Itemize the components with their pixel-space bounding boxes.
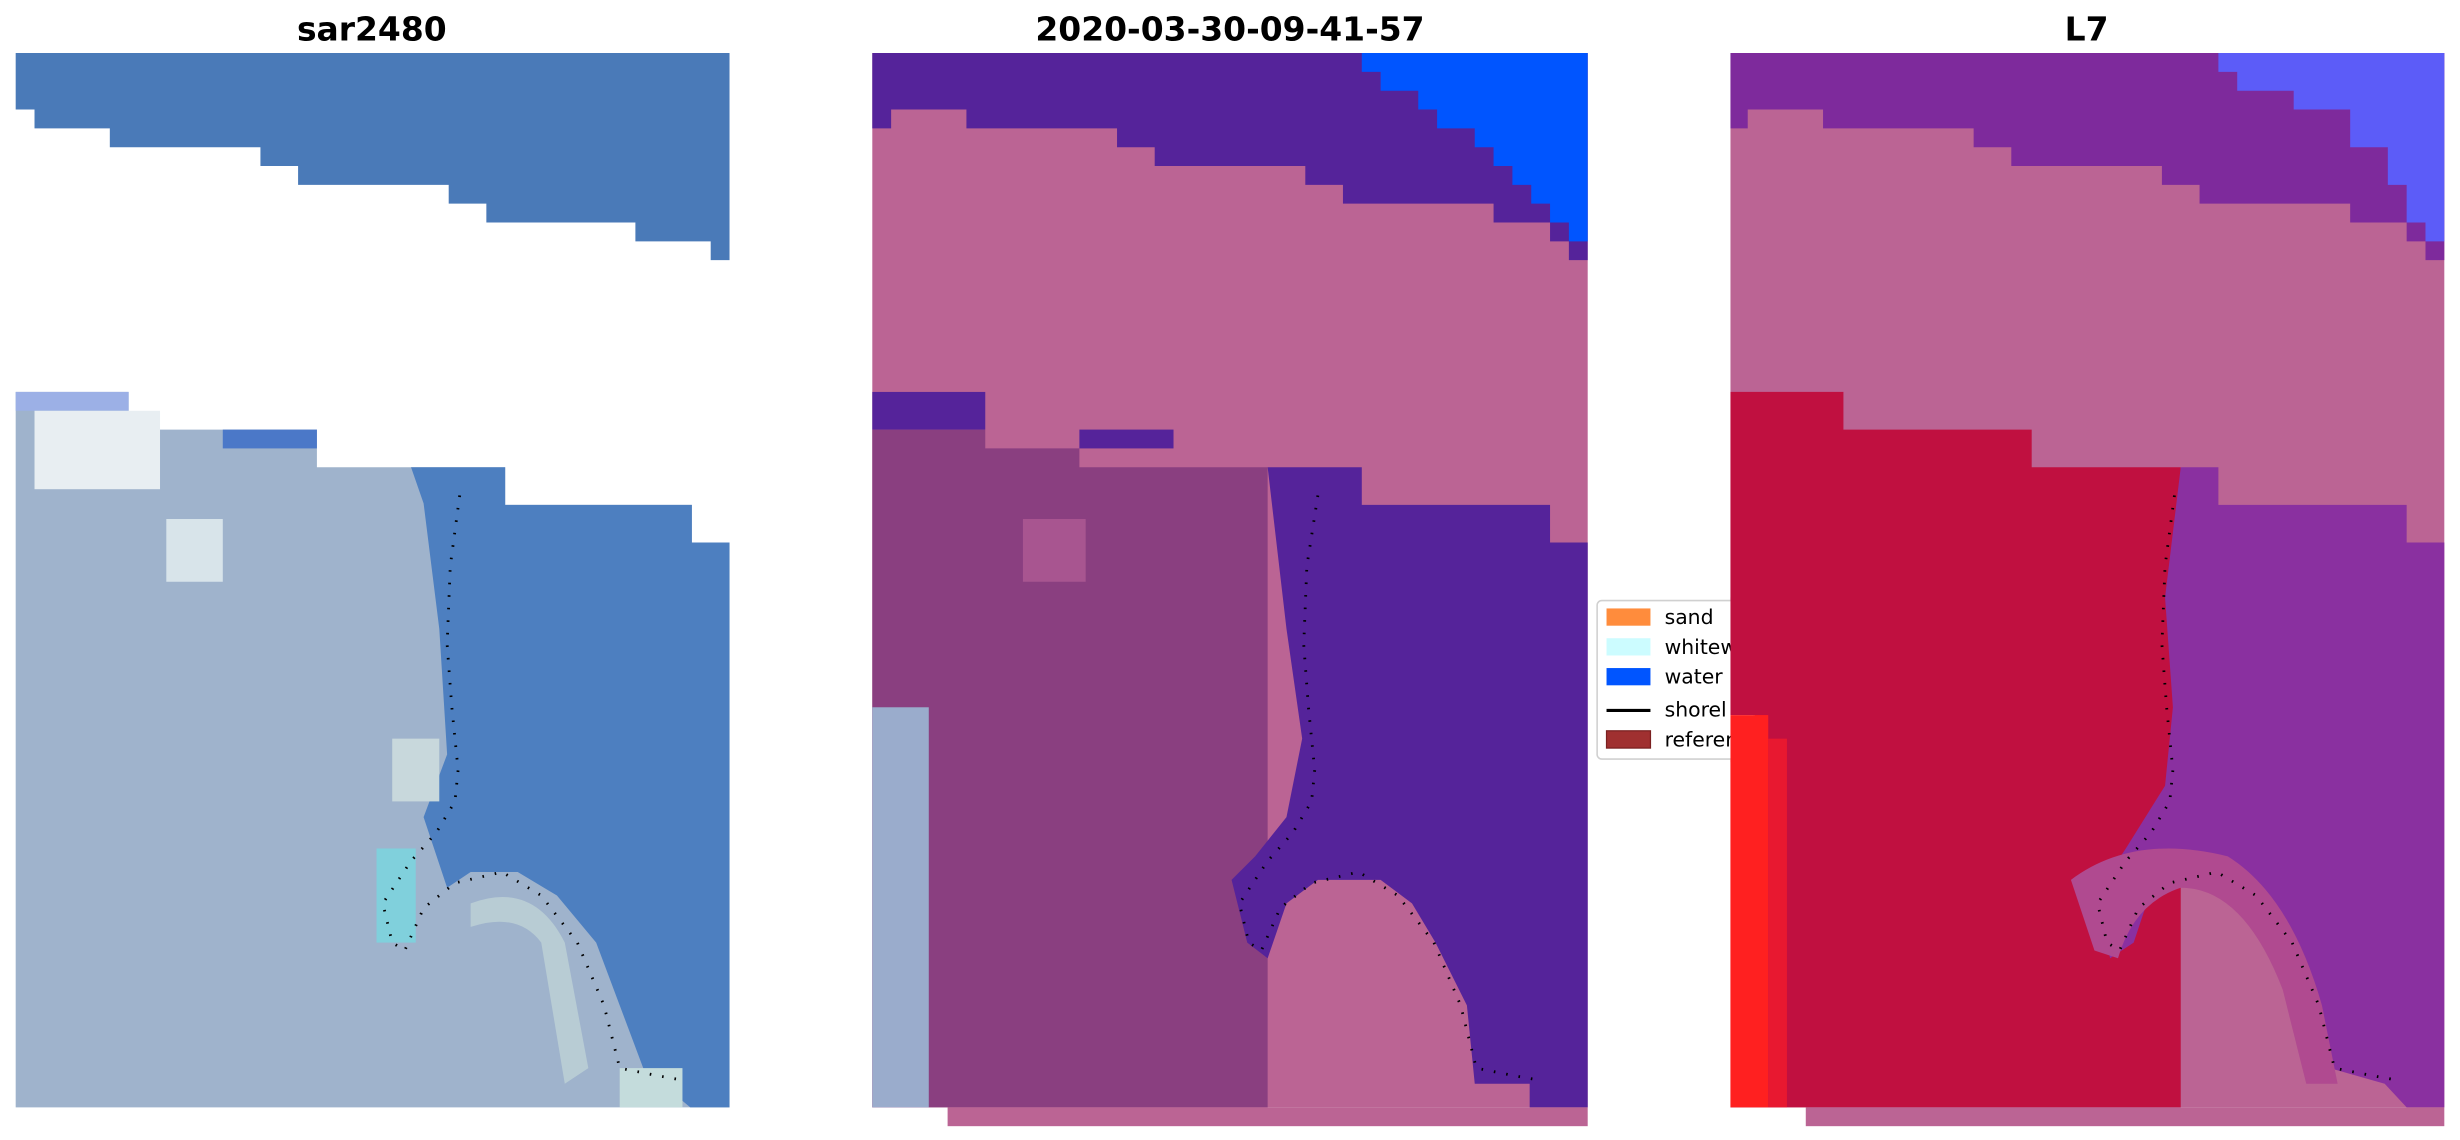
bottom-strip (947, 1107, 1588, 1127)
bottom-strip (1805, 1107, 2445, 1127)
bright-red-strip (1768, 738, 1787, 1108)
water-corner (1361, 53, 1588, 242)
legend-label: water (1665, 665, 1724, 689)
dark-purple-top (872, 53, 1588, 261)
pink-halo (2070, 848, 2338, 1084)
mixed-land-region (872, 429, 1268, 1108)
whitewater-swatch (1606, 638, 1651, 656)
legend-label: sand (1665, 605, 1714, 629)
purple-sea (2094, 467, 2445, 1108)
sar-bright-patch (166, 519, 223, 582)
legend-overlap-mask (1730, 715, 1769, 763)
legend-item-whitewater: whitew (1606, 635, 1737, 659)
blue-corner (2218, 53, 2445, 242)
sar-bright-patch (15, 391, 129, 411)
legend-label: referer (1665, 727, 1735, 751)
legend-item-water: water (1606, 665, 1724, 689)
water-swatch (1606, 668, 1651, 686)
sand-swatch (1606, 608, 1651, 626)
panel-l7: L7 (1730, 10, 2445, 1127)
legend-item-shoreline: shorel (1606, 698, 1727, 722)
panel-classification: 2020-03-30-09-41-57 (872, 10, 1588, 1127)
legend-label: whitew (1665, 635, 1737, 659)
panel-sar2480: sar2480 (15, 10, 730, 1108)
legend-item-sand: sand (1606, 605, 1714, 629)
sar-bright-patch (222, 429, 317, 449)
sar-bright-patch (392, 738, 440, 802)
dark-purple-sea (1231, 467, 1588, 1108)
legend-overlap-mask (1730, 597, 1769, 716)
purple-top (1730, 53, 2445, 261)
panel-title: 2020-03-30-09-41-57 (1035, 10, 1424, 49)
pink-patch (1022, 519, 1086, 582)
sar-bright-patch (34, 410, 161, 490)
sar-bright-patch (470, 896, 589, 1084)
sar-water-region (411, 467, 730, 1108)
reference-swatch (1605, 730, 1652, 749)
legend: sand whitew water shorel referer (1596, 599, 1755, 760)
panel-title: L7 (2065, 10, 2109, 49)
bright-red-strip (1730, 715, 1769, 1108)
dark-purple-patch (1079, 429, 1174, 449)
red-land-region (1730, 391, 2181, 1108)
light-patch (872, 707, 929, 1108)
dark-purple-patch (872, 391, 986, 430)
legend-label: shorel (1665, 698, 1727, 722)
legend-item-reference: referer (1605, 727, 1735, 751)
panel-title: sar2480 (297, 10, 447, 49)
sar-bright-patch (376, 848, 416, 943)
sar-top-region (15, 53, 730, 261)
